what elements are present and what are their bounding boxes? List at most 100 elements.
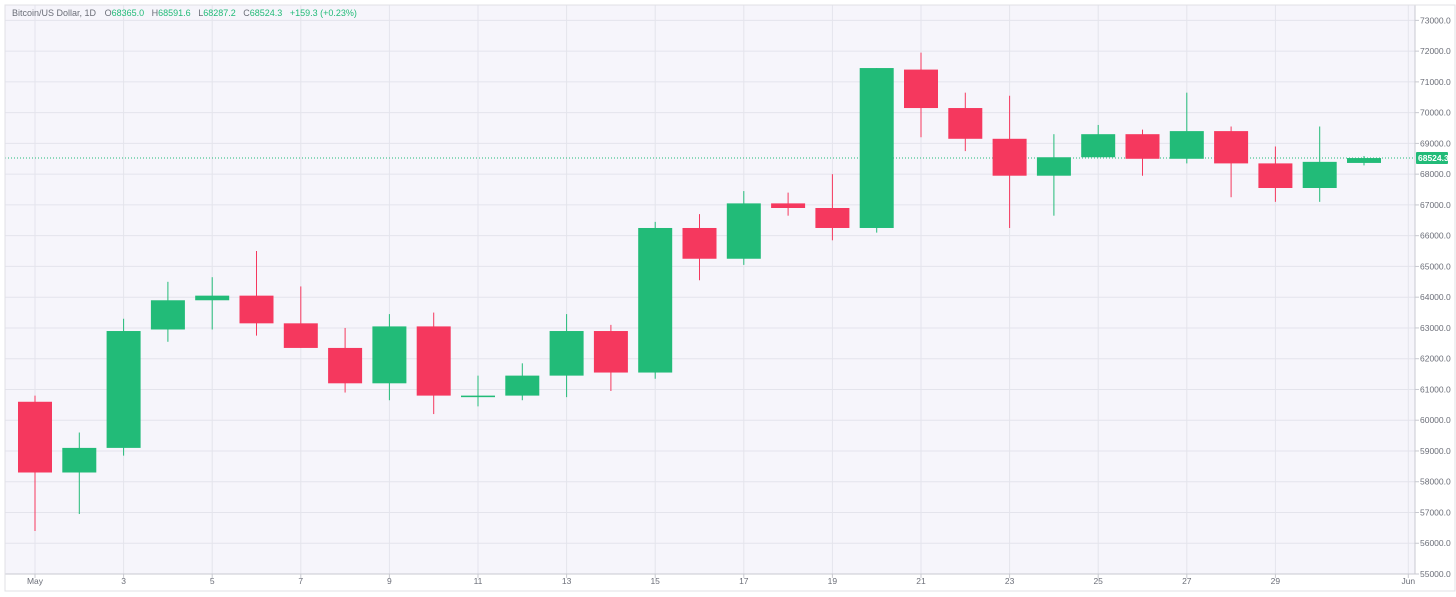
candle-body bbox=[771, 203, 806, 208]
candle[interactable] bbox=[1214, 126, 1249, 198]
x-tick-label: 7 bbox=[298, 576, 303, 586]
y-tick-label: 66000.0 bbox=[1420, 231, 1451, 241]
candle-body bbox=[18, 401, 52, 473]
candle[interactable] bbox=[106, 318, 141, 456]
candle-body bbox=[948, 108, 983, 139]
candle[interactable] bbox=[682, 214, 717, 281]
x-tick-label: Jun bbox=[1401, 576, 1415, 586]
candles bbox=[18, 52, 1381, 531]
y-tick-label: 58000.0 bbox=[1420, 477, 1451, 487]
candle[interactable] bbox=[505, 363, 540, 401]
chart-border bbox=[4, 4, 1456, 592]
candle[interactable] bbox=[416, 312, 451, 415]
candle[interactable] bbox=[859, 68, 894, 233]
candle-body bbox=[726, 203, 761, 259]
candle-body bbox=[1169, 131, 1204, 159]
candle[interactable] bbox=[815, 174, 850, 241]
candle-body bbox=[328, 347, 363, 384]
y-tick-label: 55000.0 bbox=[1420, 569, 1451, 579]
candle-body bbox=[1036, 157, 1071, 176]
x-tick-label: 13 bbox=[562, 576, 572, 586]
plot-area[interactable] bbox=[5, 5, 1415, 574]
candle[interactable] bbox=[771, 192, 806, 216]
candle[interactable] bbox=[1302, 126, 1337, 202]
candle[interactable] bbox=[1036, 134, 1071, 216]
y-tick-label: 67000.0 bbox=[1420, 200, 1451, 210]
candle-body bbox=[195, 295, 230, 301]
candle-body bbox=[461, 395, 495, 398]
candle[interactable] bbox=[461, 375, 495, 407]
y-tick-label: 61000.0 bbox=[1420, 384, 1451, 394]
open-value: 68365.0 bbox=[112, 8, 145, 18]
y-tick-label: 65000.0 bbox=[1420, 261, 1451, 271]
close-value: 68524.3 bbox=[250, 8, 283, 18]
candle[interactable] bbox=[904, 52, 938, 138]
candle[interactable] bbox=[638, 221, 673, 379]
candle-body bbox=[416, 326, 451, 396]
x-tick-label: 27 bbox=[1182, 576, 1192, 586]
candle-body bbox=[1302, 161, 1337, 189]
y-tick-label: 62000.0 bbox=[1420, 354, 1451, 364]
x-tick-label: May bbox=[27, 576, 44, 586]
high-value: 68591.6 bbox=[158, 8, 191, 18]
candle-body bbox=[1347, 158, 1381, 163]
symbol-label: Bitcoin/US Dollar, 1D bbox=[12, 8, 97, 18]
x-tick-label: 17 bbox=[739, 576, 749, 586]
x-tick-label: 15 bbox=[650, 576, 660, 586]
change-value: +159.3 (+0.23%) bbox=[290, 8, 357, 18]
candle[interactable] bbox=[283, 286, 318, 348]
candle[interactable] bbox=[992, 95, 1027, 228]
x-tick-label: 9 bbox=[387, 576, 392, 586]
y-tick-label: 57000.0 bbox=[1420, 507, 1451, 517]
x-tick-label: 5 bbox=[210, 576, 215, 586]
candle[interactable] bbox=[1169, 92, 1204, 164]
x-tick-label: 3 bbox=[121, 576, 126, 586]
y-tick-label: 69000.0 bbox=[1420, 138, 1451, 148]
candle-body bbox=[549, 331, 584, 376]
y-tick-label: 64000.0 bbox=[1420, 292, 1451, 302]
current-price-tag: 68524.3 bbox=[1416, 152, 1449, 165]
candle[interactable] bbox=[150, 281, 185, 342]
candle[interactable] bbox=[372, 314, 407, 401]
y-tick-label: 59000.0 bbox=[1420, 446, 1451, 456]
x-axis[interactable]: May 3 5 7 9 11 13 15 17 19 21 23 25 27 29 Jun bbox=[27, 574, 1415, 586]
candle-body bbox=[593, 331, 628, 373]
candle[interactable] bbox=[948, 92, 983, 152]
candle-body bbox=[859, 68, 894, 228]
candle-body bbox=[1081, 134, 1116, 158]
candle-body bbox=[239, 295, 274, 324]
candle[interactable] bbox=[195, 277, 230, 330]
candle-body bbox=[638, 227, 673, 373]
candle[interactable] bbox=[1081, 124, 1116, 158]
x-tick-label: 11 bbox=[474, 576, 483, 586]
candle[interactable] bbox=[62, 432, 97, 515]
x-tick-label: 25 bbox=[1093, 576, 1103, 586]
candle[interactable] bbox=[1347, 155, 1381, 166]
candle-body bbox=[1125, 134, 1160, 159]
candle[interactable] bbox=[1258, 146, 1293, 202]
y-tick-label: 68000.0 bbox=[1420, 169, 1451, 179]
candle[interactable] bbox=[726, 191, 761, 265]
y-tick-label: 63000.0 bbox=[1420, 323, 1451, 333]
x-tick-label: 19 bbox=[828, 576, 838, 586]
y-tick-label: 60000.0 bbox=[1420, 415, 1451, 425]
candle[interactable] bbox=[549, 314, 584, 398]
candle[interactable] bbox=[18, 395, 52, 531]
x-tick-label: 23 bbox=[1005, 576, 1015, 586]
y-axis[interactable]: 55000.0 56000.0 57000.0 58000.0 59000.0 60000… bbox=[1415, 15, 1451, 579]
candle-body bbox=[62, 447, 97, 473]
candle-body bbox=[150, 300, 185, 330]
ohlc-legend: Bitcoin/US Dollar, 1D O68365.0 H68591.6 … bbox=[12, 8, 357, 18]
candle[interactable] bbox=[593, 324, 628, 391]
grid bbox=[5, 5, 1415, 575]
candle-body bbox=[1258, 163, 1293, 189]
candle[interactable] bbox=[328, 327, 363, 393]
candle[interactable] bbox=[1125, 129, 1160, 176]
candle-body bbox=[815, 207, 850, 228]
candle[interactable] bbox=[239, 251, 274, 336]
candle-body bbox=[283, 323, 318, 348]
open-label: O bbox=[105, 8, 112, 18]
y-tick-label: 71000.0 bbox=[1420, 77, 1451, 87]
